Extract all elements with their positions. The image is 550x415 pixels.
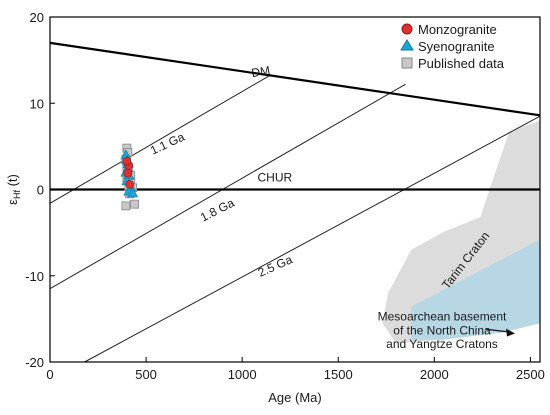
annotation-arrow-head	[506, 328, 516, 337]
point-syenogranite-8	[127, 187, 139, 198]
legend-label-published-data: Published data	[418, 56, 505, 71]
legend-item-syenogranite: Syenogranite	[400, 39, 495, 54]
annotation-chur: CHUR	[257, 171, 292, 185]
x-tick-label-1500: 1500	[324, 367, 353, 382]
legend-item-monzogranite: Monzogranite	[401, 22, 497, 37]
y-axis-label-sub: Hf	[12, 190, 22, 199]
annotation-mesoarchean-basement: Mesoarchean basement	[378, 310, 507, 324]
y-axis-label-epsilon: ε	[5, 199, 20, 205]
point-monzogranite-1	[123, 168, 133, 178]
x-axis-label: Age (Ma)	[268, 390, 321, 405]
legend-label-monzogranite: Monzogranite	[418, 22, 497, 37]
evolution-line-1-8-ga	[49, 83, 406, 290]
x-tick-label-2500: 2500	[516, 367, 545, 382]
x-tick-label-500: 500	[135, 367, 157, 382]
field-mesoarchean-basement-of-the-no	[411, 239, 540, 340]
point-published-data-9	[130, 199, 139, 209]
y-tick-label-20: 20	[30, 10, 44, 25]
annotation-arrow-line	[486, 328, 510, 333]
legend-marker-syenogranite	[400, 39, 414, 51]
evolution-line-1-1-ga	[49, 74, 272, 204]
evolution-line-2-5-ga	[84, 115, 541, 363]
x-tick-label-2000: 2000	[420, 367, 449, 382]
annotation-and-yangtze-cratons: and Yangtze Cratons	[386, 337, 498, 351]
axes-layer: 0 500 1000 1500 2000 2500 -20 -10 0 10 20	[25, 10, 545, 382]
reference-line-dm	[49, 41, 541, 117]
y-tick-label--20: -20	[25, 355, 44, 370]
legend-marker-published-data	[401, 57, 413, 69]
annotation-of-the-north-china: of the North China	[393, 323, 491, 337]
legend-marker-monzogranite	[401, 23, 413, 35]
point-published-data-8	[121, 201, 131, 211]
point-monzogranite-3	[122, 156, 132, 166]
annotation-1-1-ga: 1.1 Ga	[148, 130, 187, 158]
points-layer	[120, 143, 139, 211]
legend-item-published-data: Published data	[401, 56, 505, 71]
point-monzogranite-2	[125, 180, 135, 189]
y-axis-label-suffix: (t)	[5, 174, 20, 190]
y-tick-label-10: 10	[30, 96, 44, 111]
y-tick-label-0: 0	[37, 183, 44, 198]
annotation-2-5-ga: 2.5 Ga	[256, 252, 295, 280]
annotation-dm: DM	[250, 63, 271, 80]
legend: Monzogranite Syenogranite Published data	[400, 22, 505, 71]
x-tick-label-1000: 1000	[228, 367, 257, 382]
fields-layer	[382, 120, 540, 344]
y-tick-label--10: -10	[25, 269, 44, 284]
y-axis-label: εHf (t)	[5, 174, 22, 205]
legend-label-syenogranite: Syenogranite	[418, 39, 495, 54]
x-tick-label-0: 0	[46, 367, 53, 382]
